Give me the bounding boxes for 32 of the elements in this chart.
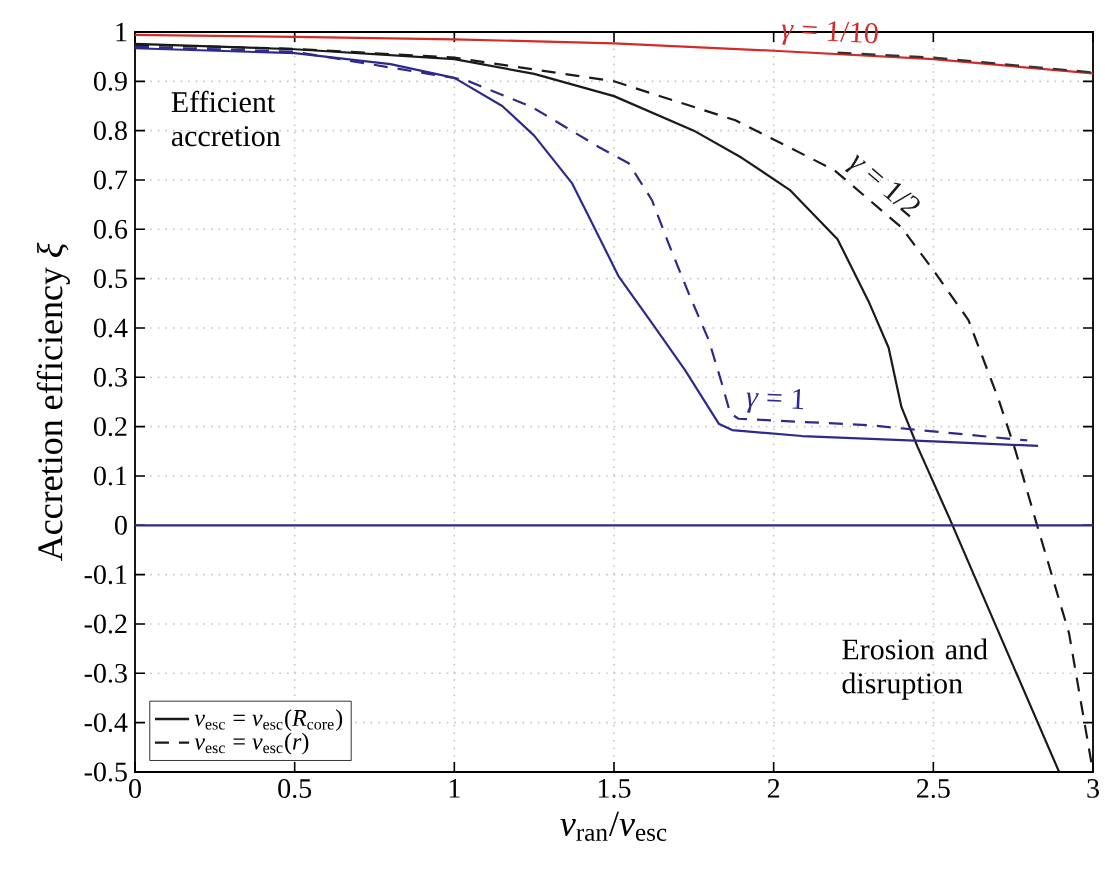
x-tick-label: 2 xyxy=(767,779,780,798)
x-tick-label: 2.5 xyxy=(917,779,950,798)
x-tick-label: 3 xyxy=(1087,779,1099,798)
y-tick-label: 0.9 xyxy=(94,71,127,91)
annotation: Erosion and disruption xyxy=(842,638,988,700)
legend-label: v$_{esc}$ = v$_{esc}$(r) xyxy=(194,732,309,755)
annotation: γ = 1 xyxy=(746,389,804,413)
y-tick-label: 1 xyxy=(116,22,127,42)
y-axis-title: Accretion efficiency ξ xyxy=(36,242,70,561)
y-tick-label: 0.6 xyxy=(94,219,128,239)
y-tick-label: 0.2 xyxy=(94,417,127,437)
x-tick-label: 1.5 xyxy=(598,779,631,798)
y-tick-label: -0.3 xyxy=(84,663,127,683)
x-axis-title: v$_{ran}$/v$_{esc}$ xyxy=(560,811,667,841)
x-tick-label: 0.5 xyxy=(278,779,312,799)
y-tick-label: -0.4 xyxy=(84,713,128,733)
y-tick-label: 0.1 xyxy=(94,466,127,486)
y-tick-label: 0.8 xyxy=(94,121,127,141)
text: v$_{esc}$ = v$_{esc}$(R$_{core}$) xyxy=(194,709,343,731)
y-tick-label: -0.1 xyxy=(84,565,127,585)
x-tick-label: 0 xyxy=(129,779,141,798)
annotation: Efficient accretion xyxy=(171,90,281,147)
y-tick-label: 0.3 xyxy=(94,367,127,387)
y-tick-label: -0.2 xyxy=(84,614,127,634)
x-tick-label: 1 xyxy=(449,779,460,798)
y-tick-label: -0.5 xyxy=(84,762,127,782)
y-tick-label: 0.4 xyxy=(94,318,128,338)
annotation: γ = 1/10 xyxy=(781,21,878,45)
y-tick-label: 0 xyxy=(115,515,127,535)
y-tick-label: 0.7 xyxy=(94,170,128,190)
annotation: γ = 1/2 xyxy=(845,154,920,218)
y-tick-label: 0.5 xyxy=(94,269,127,289)
